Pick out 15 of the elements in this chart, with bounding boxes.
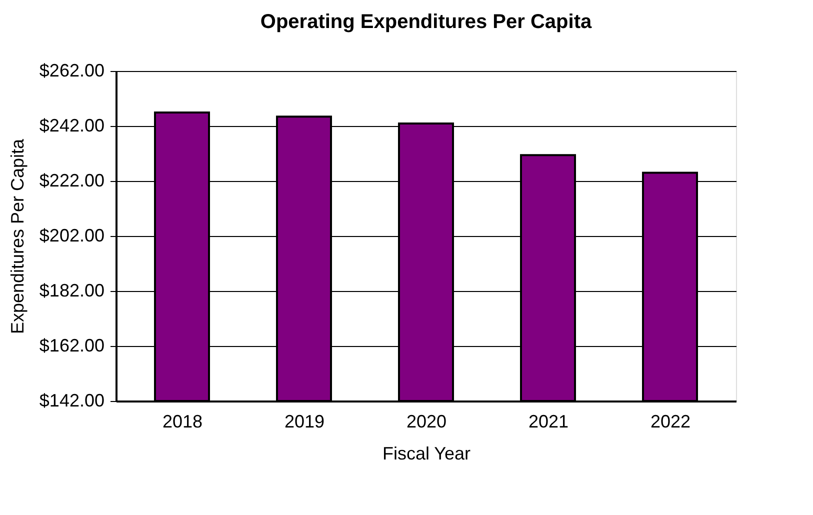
x-tick-label: 2019 — [284, 412, 325, 432]
y-tick-label: $242.00 — [39, 116, 104, 136]
x-tick-label: 2022 — [650, 412, 691, 432]
x-tick-label: 2020 — [406, 412, 447, 432]
x-tick-label: 2021 — [528, 412, 569, 432]
x-axis-title: Fiscal Year — [382, 444, 471, 464]
y-tick-label: $182.00 — [39, 280, 104, 300]
y-tick-label: $142.00 — [39, 390, 104, 410]
y-axis-title: Expenditures Per Capita — [7, 138, 28, 334]
y-tick-label: $222.00 — [39, 170, 104, 190]
y-tick-label: $262.00 — [39, 60, 104, 80]
y-tick-label: $202.00 — [39, 226, 104, 246]
chart-title: Operating Expenditures Per Capita — [260, 11, 592, 33]
y-tick-label: $162.00 — [39, 336, 104, 356]
x-tick-label: 2018 — [162, 412, 203, 432]
